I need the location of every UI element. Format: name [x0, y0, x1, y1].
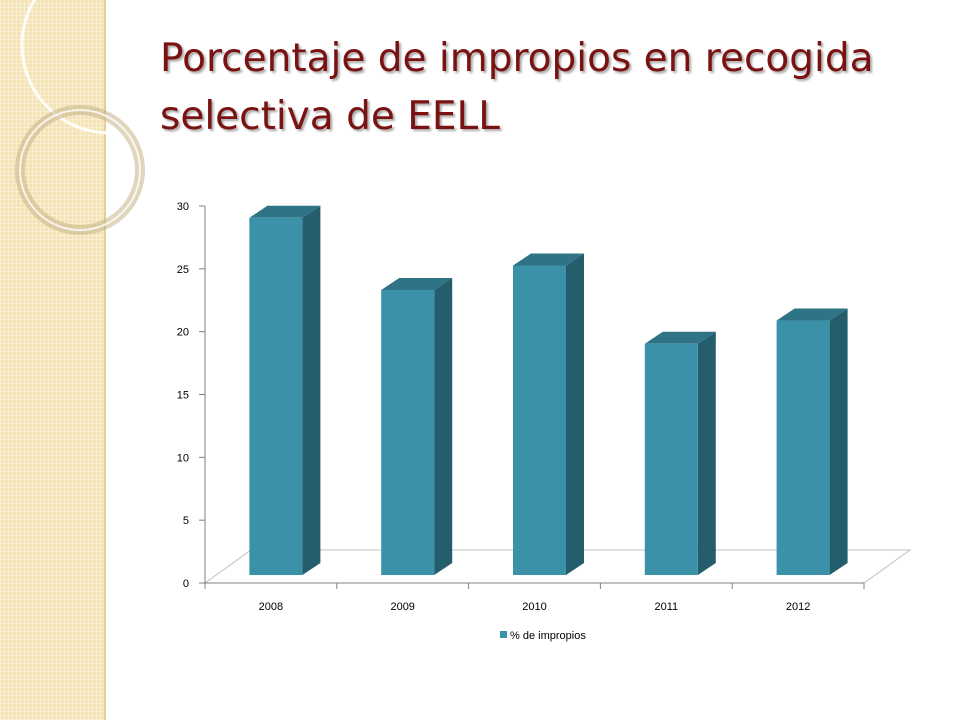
bar-side — [434, 277, 453, 575]
y-tick-label: 30 — [177, 201, 189, 213]
x-tick-label: 2012 — [786, 601, 810, 613]
bar-2011 — [644, 331, 716, 575]
x-tick-label: 2009 — [390, 601, 414, 613]
bar-front — [644, 343, 698, 575]
bar-top — [249, 205, 321, 218]
bar-side — [697, 331, 716, 575]
bar-side — [566, 253, 584, 575]
legend-swatch — [500, 631, 507, 638]
bar-top — [381, 277, 453, 290]
y-tick-label: 15 — [177, 390, 189, 402]
bar-top — [776, 308, 848, 321]
x-tick-label: 2008 — [259, 601, 283, 613]
bar-2012 — [776, 308, 848, 575]
decorative-circles — [15, 0, 200, 235]
x-tick-label: 2010 — [522, 601, 546, 613]
y-tick-label: 20 — [177, 327, 189, 339]
y-tick-label: 5 — [183, 515, 189, 527]
legend-label: % de impropios — [510, 630, 586, 642]
y-tick-label: 0 — [183, 578, 189, 590]
bar-2010 — [513, 253, 584, 575]
y-tick-label: 25 — [177, 264, 189, 276]
legend: % de impropios — [500, 630, 586, 642]
y-tick-label: 10 — [177, 452, 189, 464]
bar-2008 — [249, 205, 321, 575]
bar-front — [513, 265, 566, 575]
bar-front — [776, 320, 830, 575]
bar-2009 — [381, 277, 453, 575]
bar-top — [644, 331, 716, 344]
bar-top — [513, 253, 584, 266]
bar-side — [829, 308, 848, 575]
x-tick-label: 2011 — [654, 601, 678, 613]
bar-front — [381, 289, 435, 575]
bar-side — [302, 205, 321, 575]
bar-front — [249, 217, 303, 575]
page-title: Porcentaje de impropios en recogida sele… — [160, 36, 874, 139]
